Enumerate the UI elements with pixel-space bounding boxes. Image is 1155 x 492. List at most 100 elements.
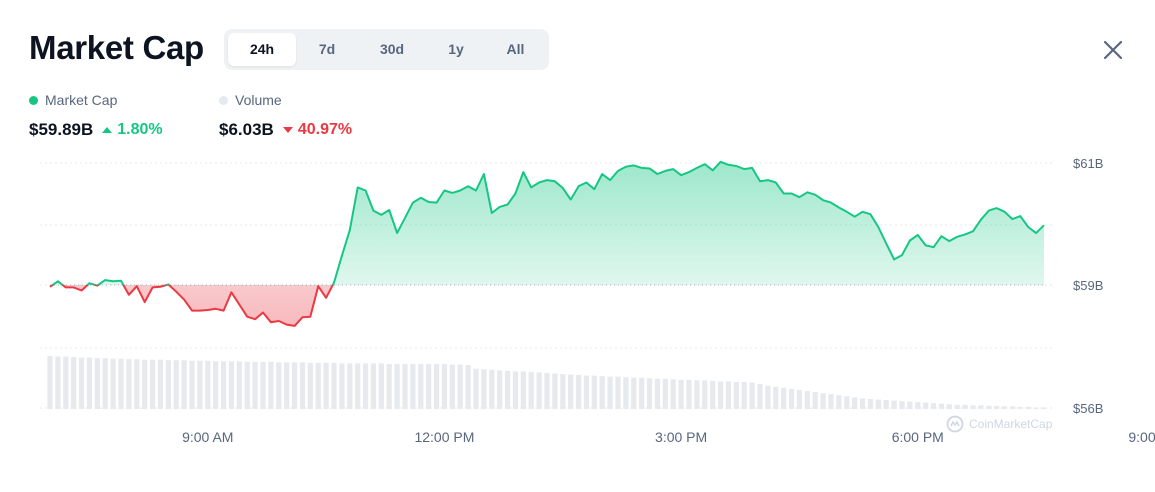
volume-bar	[457, 364, 463, 409]
volume-bar	[157, 359, 164, 409]
volume-bar	[867, 398, 874, 409]
volume-bar	[362, 363, 369, 409]
volume-bar	[504, 370, 511, 409]
volume-bar	[205, 360, 211, 409]
volume-bar	[410, 363, 416, 409]
volume-bar	[331, 362, 337, 409]
volume-change-value: 40.97%	[297, 121, 353, 138]
volume-bar	[63, 356, 69, 409]
time-range-tabs: 24h 7d 30d 1y All	[224, 29, 549, 70]
volume-bar	[796, 389, 803, 409]
volume-bar	[717, 381, 724, 409]
volume-bar	[276, 362, 282, 409]
volume-bar	[583, 375, 590, 409]
volume-bar	[449, 364, 455, 409]
volume-bar	[260, 361, 266, 409]
volume-bar	[568, 374, 574, 409]
volume-bar	[654, 378, 661, 409]
volume-bar	[781, 387, 787, 409]
volume-bar	[828, 394, 834, 409]
x-tick-label: 9:00 AM	[182, 429, 233, 445]
volume-bar	[804, 390, 810, 409]
volume-value: $6.03B	[219, 120, 274, 139]
volume-bar	[402, 363, 408, 409]
market-cap-change: 1.80%	[102, 121, 163, 139]
volume-bar	[954, 404, 960, 409]
x-tick-label: 12:00 PM	[414, 429, 474, 445]
volume-bar	[520, 371, 526, 409]
volume-bar	[126, 359, 132, 409]
volume-bar	[236, 361, 242, 409]
volume-bar	[646, 378, 653, 409]
volume-bar	[741, 381, 747, 409]
volume-bar	[725, 381, 732, 409]
market-cap-stat: $59.89B 1.80%	[29, 120, 163, 140]
x-tick-label: 9:00 PM	[1128, 429, 1155, 445]
volume-dot-icon	[219, 95, 228, 105]
volume-bar	[78, 357, 85, 409]
volume-bar	[560, 374, 566, 409]
volume-bar	[473, 368, 479, 409]
area-above-baseline	[50, 161, 1044, 285]
volume-bar	[662, 378, 668, 409]
volume-bar	[544, 372, 550, 409]
volume-bar	[102, 358, 108, 409]
volume-bar	[512, 371, 519, 409]
arrow-down-icon	[282, 127, 293, 133]
volume-bar	[899, 401, 905, 409]
legend-market-cap[interactable]: Market Cap	[29, 92, 117, 108]
volume-bar	[788, 388, 795, 409]
volume-bar	[291, 362, 298, 409]
y-tick-label: $56B	[1073, 401, 1103, 416]
tab-7d[interactable]: 7d	[318, 41, 336, 57]
volume-bar	[315, 362, 321, 409]
volume-bar	[426, 363, 432, 409]
volume-bar	[118, 358, 124, 409]
volume-bar	[370, 363, 377, 409]
volume-bar	[552, 373, 558, 409]
volume-bar	[47, 356, 53, 409]
volume-bar	[110, 358, 116, 409]
volume-bar	[536, 372, 542, 409]
volume-bar	[1009, 406, 1016, 409]
x-tick-label: 3:00 PM	[655, 429, 707, 445]
volume-bar	[528, 371, 534, 409]
market-cap-dot-icon	[29, 95, 38, 105]
tab-24h[interactable]: 24h	[228, 33, 296, 66]
volume-bar	[1001, 406, 1008, 409]
volume-bar	[165, 360, 171, 409]
volume-bar	[678, 379, 684, 409]
tab-1y[interactable]: 1y	[448, 41, 464, 57]
volume-bar	[213, 361, 219, 409]
y-tick-label: $59B	[1073, 278, 1103, 293]
legend-volume-label: Volume	[235, 92, 282, 108]
legend-volume[interactable]: Volume	[219, 92, 282, 108]
volume-bar	[481, 369, 487, 409]
volume-bar	[378, 363, 384, 409]
volume-bar	[615, 376, 621, 409]
volume-stat: $6.03B 40.97%	[219, 120, 352, 140]
volume-bar	[978, 405, 984, 409]
close-icon[interactable]	[1099, 36, 1127, 64]
volume-bar	[1033, 407, 1039, 409]
volume-change: 40.97%	[282, 121, 353, 139]
volume-bar	[347, 363, 353, 409]
volume-bar	[1017, 406, 1023, 409]
volume-bar	[631, 377, 637, 409]
area-below-baseline	[50, 285, 1044, 326]
volume-bar	[197, 360, 203, 409]
volume-bar	[244, 361, 250, 409]
tab-all[interactable]: All	[506, 41, 525, 57]
volume-bar	[852, 397, 858, 409]
volume-bar	[189, 360, 195, 409]
volume-bar	[970, 405, 976, 409]
arrow-up-icon	[102, 127, 113, 133]
volume-bar	[946, 404, 952, 409]
tab-30d[interactable]: 30d	[379, 41, 405, 57]
volume-bar	[962, 404, 968, 409]
volume-bar	[994, 405, 1000, 409]
volume-bar	[394, 363, 400, 409]
volume-bar	[875, 399, 881, 409]
volume-bar	[307, 362, 313, 409]
